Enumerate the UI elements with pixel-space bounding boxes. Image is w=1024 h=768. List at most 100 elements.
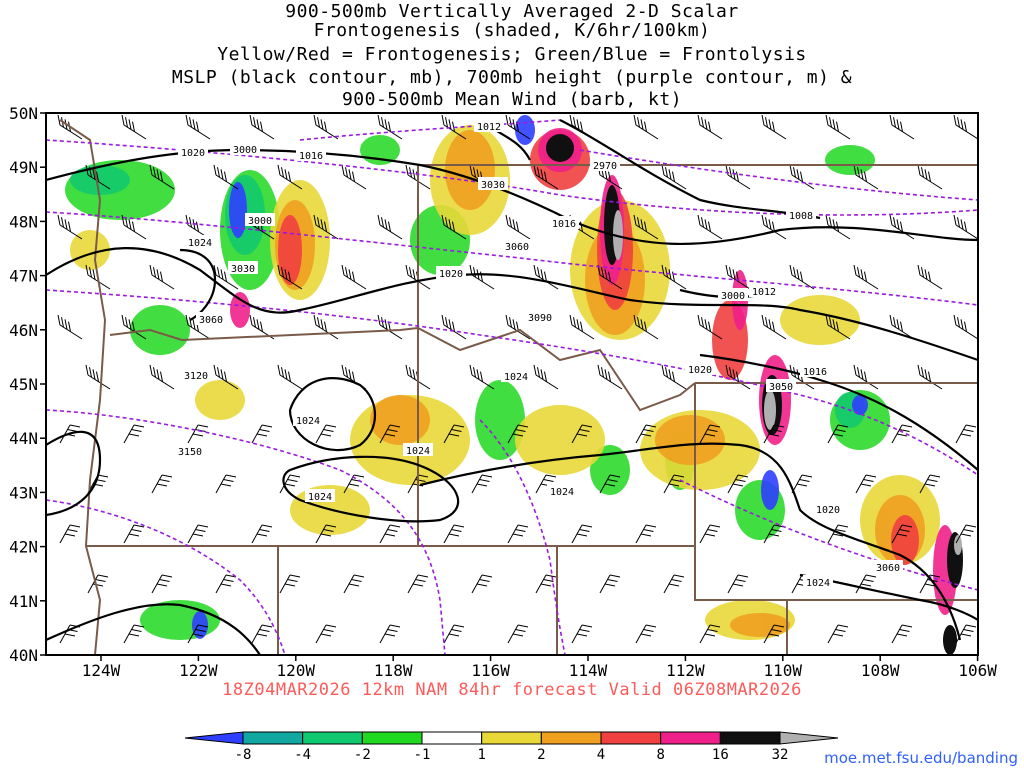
colorbar-tick-label: 16 [712,747,729,763]
height-label: 3090 [528,313,552,324]
height-label: 3050 [769,382,793,393]
wind-barb [953,314,978,340]
wind-barb [313,214,339,240]
wind-barb [59,524,81,544]
wind-barb [697,214,723,240]
lat-label: 44N [9,429,38,448]
mslp-label: 1016 [299,151,323,162]
colorbar-cell [361,731,423,745]
colorbar-tick-label: -2 [354,747,371,763]
height-contours [46,119,978,655]
mslp-label: 1020 [816,505,840,516]
colorbar-cell [660,731,721,745]
wind-barb [789,264,815,290]
wind-barb [407,574,429,594]
wind-barb [699,524,721,544]
longitude-labels: 124W 122W 120W 118W 116W 114W 112W 110W 108W 106W [82,655,997,680]
lon-label: 118W [374,661,413,680]
wind-barb [955,624,977,644]
lon-label: 122W [179,661,218,680]
wind-barb [663,574,685,594]
wind-barb [151,474,173,494]
latitude-labels: 50N 49N 48N 47N 46N 45N 44N 43N 42N 41N 40N [9,104,46,665]
frontogenesis-shading [46,114,978,655]
wind-barb [123,424,145,444]
lat-label: 50N [9,104,38,123]
wind-barb [341,164,367,190]
wind-barb [379,424,401,444]
title-line-3: Yellow/Red = Frontogenesis; Green/Blue =… [217,44,807,65]
wind-barb [471,474,493,494]
wind-barb [149,164,175,190]
mslp-label: 1024 [806,578,830,589]
wind-barb [891,424,913,444]
colorbar-cell [779,731,839,745]
wind-barb [633,314,659,340]
wind-barb [251,424,273,444]
title-line-2: Frontogenesis (shaded, K/6hr/100km) [313,20,711,41]
wind-barb [185,114,211,140]
wind-barb [507,624,529,644]
height-labels: 3000 3030 3060 3090 3000 3030 3060 2970 3000 3050… [175,142,903,574]
colorbar-cell [302,731,363,745]
lat-label: 46N [9,321,38,340]
colorbar-cell [481,731,542,745]
wind-barb [187,524,209,544]
mslp-label: 1012 [477,122,501,133]
wind-barb [919,474,941,494]
wind-barb [955,524,977,544]
wind-barb [661,264,687,290]
lon-label: 120W [277,661,316,680]
wind-barb [379,624,401,644]
height-label: 3060 [199,315,223,326]
wind-barb [699,424,721,444]
height-label: 2970 [593,161,617,172]
wind-barb [891,524,913,544]
wind-barb [315,624,337,644]
wind-barb [187,424,209,444]
height-label: 3000 [721,291,745,302]
colorbar-tick-label: 1 [477,747,485,763]
wind-barb [763,624,785,644]
colorbar-cell [540,731,602,745]
mslp-label: 1012 [752,287,776,298]
mslp-label: 1020 [181,148,205,159]
mslp-label: 1024 [308,492,332,503]
height-label: 3150 [178,447,202,458]
colorbar-cell [600,731,662,745]
colorbar-tick-label: 8 [656,747,664,763]
lat-label: 41N [9,592,38,611]
colorbar-tick-label: 2 [537,747,545,763]
wind-barb [853,164,879,190]
colorbar-cell [421,731,483,745]
height-label: 3000 [248,216,272,227]
height-label: 3030 [231,264,255,275]
colorbar-tick-label: 4 [597,747,605,763]
mslp-label: 1020 [439,269,463,280]
mslp-label: 1016 [803,367,827,378]
wind-barb [727,474,749,494]
wind-barb [277,364,303,390]
wind-barb [697,114,723,140]
wind-barb [443,624,465,644]
wind-barb [661,364,687,390]
height-label: 3060 [505,242,529,253]
wind-barb [661,164,687,190]
wind-barb [599,474,621,494]
lon-label: 110W [764,661,803,680]
wind-barb [505,214,531,240]
wind-barb [855,474,877,494]
wind-barb [187,624,209,644]
wind-barb [57,214,83,240]
wind-barb [251,524,273,544]
mslp-label: 1024 [504,372,528,383]
wind-barb [215,574,237,594]
wind-barb [377,214,403,240]
wind-barb [443,424,465,444]
wind-barb [469,364,495,390]
wind-barb [953,114,978,140]
wind-barb [827,424,849,444]
mslp-label: 1016 [552,219,576,230]
colorbar-cell [242,731,304,745]
wind-barb [279,574,301,594]
